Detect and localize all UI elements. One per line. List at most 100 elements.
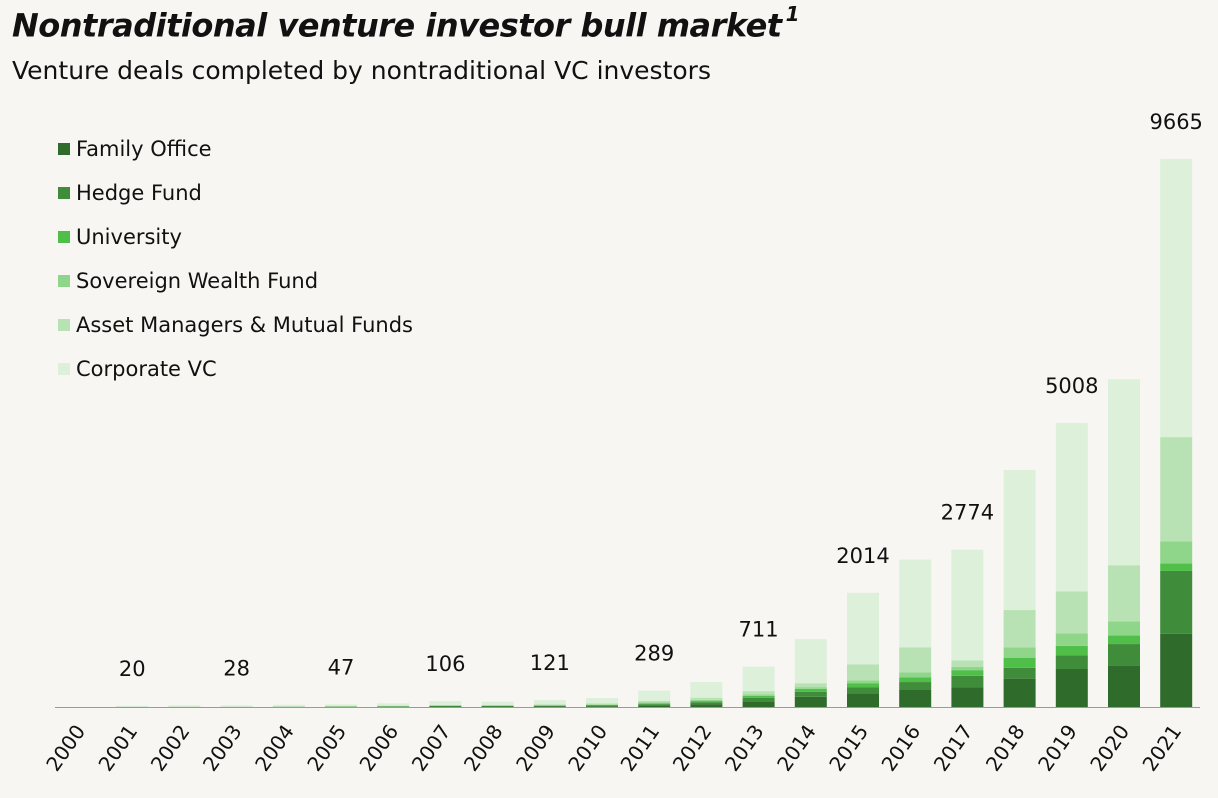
bar-2014-family-office — [794, 696, 827, 707]
legend-item-hedge-fund: Hedge Fund — [58, 171, 413, 215]
bar-2013-corporate-vc — [742, 666, 775, 692]
bar-2016-university — [899, 677, 932, 683]
legend-item-asset-managers: Asset Managers & Mutual Funds — [58, 303, 413, 347]
x-tick-label-2001: 2001 — [93, 720, 142, 775]
x-tick-label-2019: 2019 — [1033, 720, 1082, 775]
bar-2012-sovereign-wealth-fund — [690, 699, 723, 702]
bar-2011-university — [638, 703, 671, 705]
bar-2008-corporate-vc — [481, 701, 514, 705]
bar-2009-asset-managers-and-mutual-funds — [533, 704, 566, 706]
x-tick-label-2020: 2020 — [1085, 720, 1134, 775]
bar-2016-asset-managers-and-mutual-funds — [899, 647, 932, 673]
bar-2018-family-office — [1003, 678, 1036, 707]
x-tick-label-2017: 2017 — [929, 720, 978, 775]
bar-2004-corporate-vc — [272, 704, 305, 707]
x-tick-label-2003: 2003 — [198, 720, 247, 775]
data-label-2015: 2014 — [836, 544, 889, 568]
bar-2014-hedge-fund — [794, 691, 827, 697]
data-label-2001: 20 — [119, 657, 146, 681]
bar-2017-family-office — [951, 687, 984, 707]
bar-2021-university — [1160, 563, 1193, 571]
bar-2005-corporate-vc — [325, 704, 357, 707]
bar-2013-asset-managers-and-mutual-funds — [742, 691, 775, 695]
bar-2016-corporate-vc — [899, 559, 932, 648]
bar-2007-corporate-vc — [429, 700, 462, 705]
bar-2018-hedge-fund — [1003, 667, 1036, 679]
legend: Family Office Hedge Fund University Sove… — [58, 127, 413, 391]
bar-2020-hedge-fund — [1108, 644, 1140, 666]
bar-2019-sovereign-wealth-fund — [1055, 633, 1088, 646]
x-tick-label-2005: 2005 — [302, 720, 351, 775]
bar-2012-university — [690, 701, 723, 703]
bar-2011-family-office — [638, 705, 671, 707]
chart-title: Nontraditional venture investor bull mar… — [12, 2, 800, 45]
x-tick-label-2007: 2007 — [407, 720, 456, 775]
data-label-2009: 121 — [530, 651, 570, 675]
bar-2003-corporate-vc — [220, 705, 253, 707]
bar-2013-hedge-fund — [742, 697, 775, 702]
bar-2019-university — [1055, 645, 1088, 656]
legend-label: Hedge Fund — [76, 181, 202, 205]
bar-2017-university — [951, 670, 984, 676]
bar-2021-sovereign-wealth-fund — [1160, 541, 1193, 564]
x-tick-label-2014: 2014 — [772, 720, 821, 775]
legend-swatch-corporate-vc — [58, 363, 70, 375]
bar-2010-asset-managers-and-mutual-funds — [586, 703, 618, 705]
bar-2011-sovereign-wealth-fund — [638, 702, 671, 704]
bar-2011-asset-managers-and-mutual-funds — [638, 700, 671, 703]
bar-2015-hedge-fund — [847, 687, 879, 694]
legend-swatch-asset-managers — [58, 319, 70, 331]
legend-label: University — [76, 225, 182, 249]
bar-2018-corporate-vc — [1003, 469, 1036, 611]
legend-item-university: University — [58, 215, 413, 259]
bar-2014-asset-managers-and-mutual-funds — [794, 683, 827, 688]
x-tick-label-2018: 2018 — [981, 720, 1030, 775]
bar-2021-family-office — [1160, 633, 1193, 707]
bar-2015-corporate-vc — [847, 592, 879, 665]
legend-swatch-family-office — [58, 143, 70, 155]
bar-2019-hedge-fund — [1055, 655, 1088, 670]
chart-title-text: Nontraditional venture investor bull mar… — [12, 6, 782, 45]
bar-2007-hedge-fund — [429, 705, 462, 707]
data-label-2013: 711 — [739, 618, 779, 642]
bar-2009-corporate-vc — [533, 700, 566, 705]
legend-item-sovereign-wealth-fund: Sovereign Wealth Fund — [58, 259, 413, 303]
bar-2010-family-office — [586, 706, 618, 707]
bar-2018-university — [1003, 657, 1036, 668]
bar-2020-sovereign-wealth-fund — [1108, 621, 1140, 636]
x-tick-label-2006: 2006 — [354, 720, 403, 775]
x-tick-label-2010: 2010 — [563, 720, 612, 775]
bar-2018-asset-managers-and-mutual-funds — [1003, 610, 1036, 648]
bar-2006-corporate-vc — [377, 703, 410, 706]
bar-2001-corporate-vc — [116, 705, 149, 707]
bar-2020-family-office — [1108, 665, 1140, 707]
x-tick-label-2021: 2021 — [1137, 720, 1186, 775]
legend-label: Family Office — [76, 137, 212, 161]
data-label-2017: 2774 — [941, 501, 994, 525]
data-label-2005: 47 — [328, 655, 355, 679]
bar-2019-family-office — [1055, 669, 1088, 707]
bar-2013-university — [742, 695, 775, 698]
legend-swatch-university — [58, 231, 70, 243]
data-label-2021: 9665 — [1149, 110, 1202, 134]
bar-2009-hedge-fund — [533, 705, 566, 707]
title-footnote-marker: 1 — [785, 2, 800, 26]
x-tick-label-2016: 2016 — [876, 720, 925, 775]
bar-2020-corporate-vc — [1108, 379, 1140, 566]
chart-subtitle: Venture deals completed by nontraditiona… — [12, 56, 711, 85]
bar-2017-asset-managers-and-mutual-funds — [951, 660, 984, 667]
bar-2020-university — [1108, 635, 1140, 645]
bar-2014-university — [794, 688, 827, 692]
bar-2012-family-office — [690, 704, 723, 707]
bar-2014-corporate-vc — [794, 639, 827, 684]
x-tick-label-2012: 2012 — [668, 720, 717, 775]
data-label-2019: 5008 — [1045, 374, 1098, 398]
bar-2013-family-office — [742, 701, 775, 707]
bar-2020-asset-managers-and-mutual-funds — [1108, 565, 1140, 622]
bar-2019-corporate-vc — [1055, 423, 1088, 592]
bar-2009-family-office — [533, 706, 566, 707]
bar-2011-hedge-fund — [638, 704, 671, 706]
x-tick-label-2002: 2002 — [146, 720, 195, 775]
legend-swatch-sovereign-wealth-fund — [58, 275, 70, 287]
bar-2015-family-office — [847, 693, 879, 707]
